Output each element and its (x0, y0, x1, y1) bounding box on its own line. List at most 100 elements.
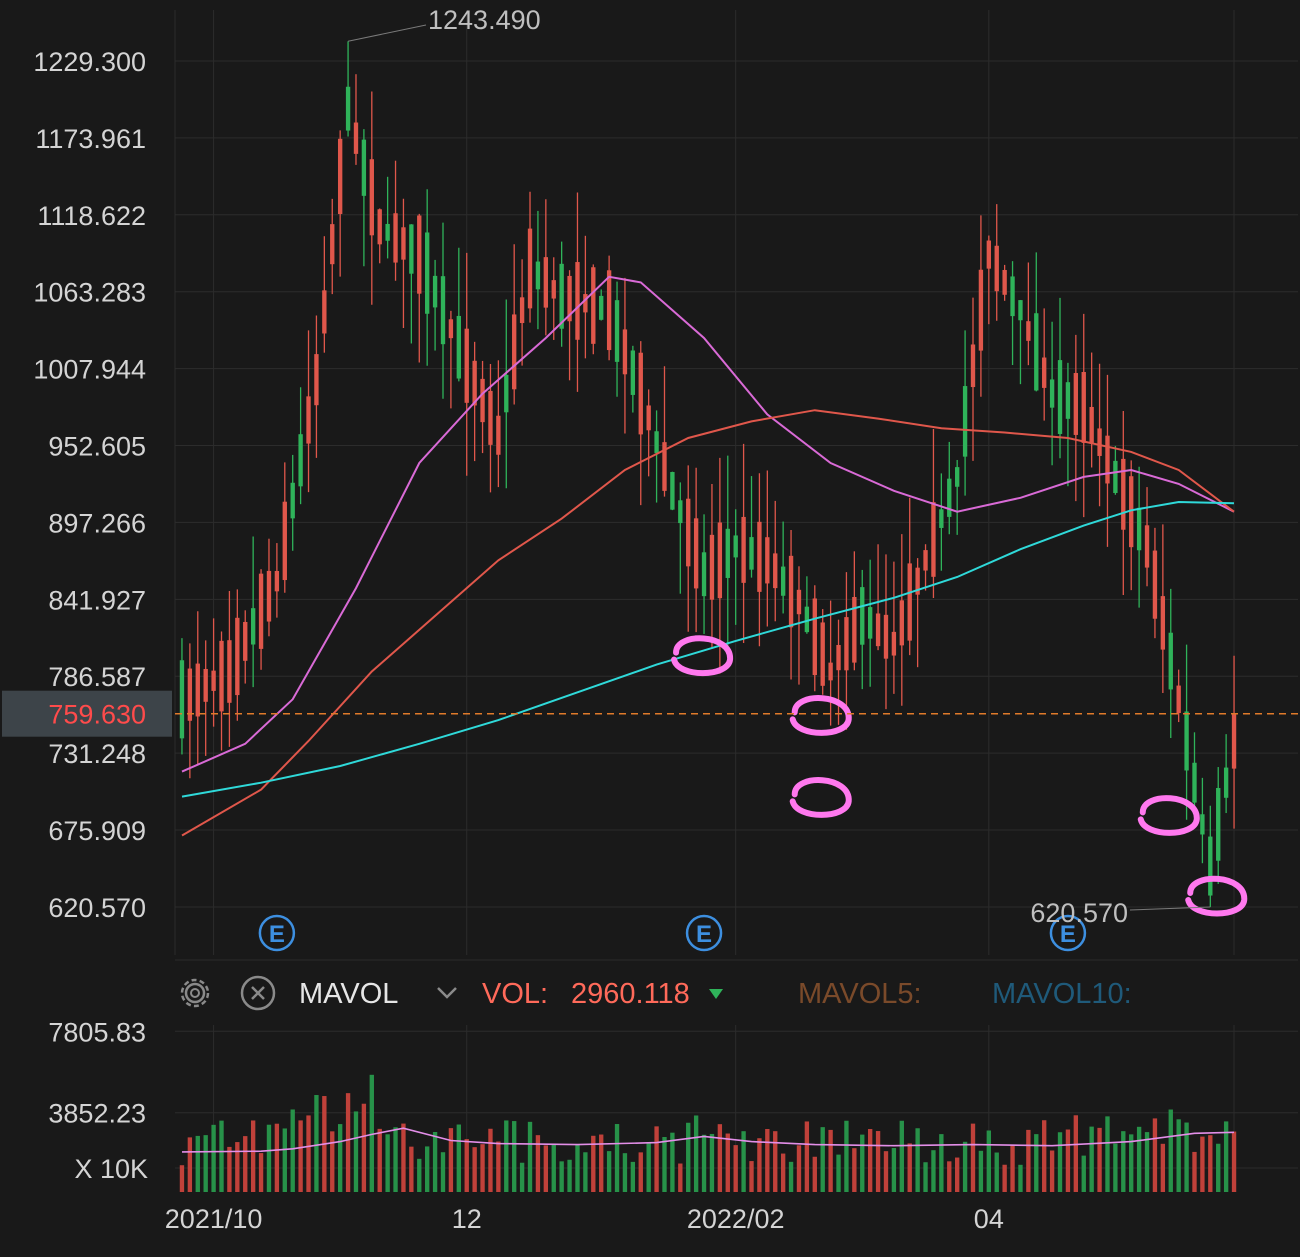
candle[interactable] (203, 640, 208, 756)
candle[interactable] (614, 281, 620, 397)
candle[interactable] (345, 41, 351, 137)
volume-bar[interactable] (654, 1126, 659, 1192)
volume-bar[interactable] (804, 1121, 810, 1192)
candle[interactable] (780, 521, 786, 614)
volume-bar[interactable] (733, 1145, 738, 1192)
volume-bar[interactable] (472, 1147, 477, 1192)
candle[interactable] (654, 410, 659, 503)
volume-bar[interactable] (867, 1129, 873, 1192)
candle[interactable] (448, 310, 454, 409)
volume-bar[interactable] (1216, 1143, 1221, 1192)
candle[interactable] (606, 255, 612, 361)
candle[interactable] (1113, 445, 1118, 495)
candle[interactable] (875, 544, 881, 651)
volume-bar[interactable] (614, 1124, 620, 1192)
volume-bar[interactable] (377, 1128, 382, 1192)
candle[interactable] (630, 345, 636, 413)
volume-bar[interactable] (1168, 1109, 1173, 1192)
volume-bar[interactable] (1144, 1132, 1150, 1192)
volume-bar[interactable] (361, 1103, 367, 1192)
candle[interactable] (931, 429, 936, 599)
candle[interactable] (915, 558, 920, 668)
volume-bar[interactable] (844, 1120, 849, 1192)
volume-bar[interactable] (662, 1137, 667, 1192)
candle[interactable] (907, 497, 912, 656)
candle[interactable] (836, 619, 841, 725)
volume-bar[interactable] (1223, 1121, 1229, 1192)
volume-bar[interactable] (1018, 1164, 1023, 1192)
candle[interactable] (1223, 734, 1229, 814)
volume-bar[interactable] (195, 1135, 200, 1192)
candle[interactable] (432, 259, 438, 351)
volume-bar[interactable] (1097, 1127, 1102, 1192)
candle[interactable] (757, 473, 762, 647)
candle[interactable] (860, 569, 865, 690)
candle[interactable] (1010, 261, 1015, 366)
candle[interactable] (243, 610, 248, 684)
close-icon[interactable] (240, 975, 276, 1011)
volume-bar[interactable] (923, 1162, 928, 1192)
candle[interactable] (1168, 588, 1173, 739)
candle[interactable] (686, 465, 691, 632)
volume-bar[interactable] (330, 1131, 335, 1192)
candle[interactable] (195, 611, 200, 766)
candle[interactable] (717, 457, 723, 674)
candle[interactable] (417, 213, 422, 363)
candle[interactable] (361, 129, 367, 267)
candlestick-series[interactable] (179, 41, 1237, 907)
candle[interactable] (330, 198, 335, 295)
candle[interactable] (1192, 732, 1197, 813)
candle[interactable] (250, 536, 256, 688)
candle[interactable] (638, 341, 643, 506)
candle[interactable] (258, 569, 264, 670)
candle[interactable] (1144, 487, 1150, 587)
volume-bar[interactable] (836, 1154, 841, 1192)
candle[interactable] (353, 74, 359, 165)
candle[interactable] (425, 189, 430, 366)
volume-bar[interactable] (812, 1156, 817, 1192)
candle[interactable] (955, 459, 960, 535)
volume-bar[interactable] (1010, 1144, 1015, 1192)
candle[interactable] (1026, 262, 1031, 366)
candle[interactable] (812, 585, 817, 692)
volume-bar[interactable] (512, 1121, 517, 1192)
volume-bar[interactable] (504, 1120, 509, 1192)
candle[interactable] (385, 176, 390, 259)
volume-bar[interactable] (1231, 1131, 1237, 1192)
volume-bar[interactable] (583, 1152, 588, 1192)
volume-bar[interactable] (852, 1148, 857, 1192)
candle[interactable] (1002, 264, 1007, 301)
volume-bar[interactable] (955, 1157, 960, 1192)
volume-bar[interactable] (345, 1093, 351, 1192)
candle[interactable] (409, 224, 414, 344)
volume-bar[interactable] (670, 1132, 675, 1192)
candle[interactable] (939, 473, 944, 571)
volume-bar[interactable] (258, 1153, 264, 1192)
chevron-down-icon[interactable] (437, 987, 457, 999)
volume-bar[interactable] (1105, 1116, 1110, 1192)
candle[interactable] (749, 476, 754, 578)
candle[interactable] (480, 360, 485, 454)
volume-bar[interactable] (448, 1128, 454, 1192)
candle[interactable] (298, 387, 303, 505)
volume-bar[interactable] (290, 1109, 295, 1192)
volume-bar[interactable] (741, 1131, 746, 1192)
candle[interactable] (583, 235, 588, 359)
candle[interactable] (464, 252, 469, 476)
candle[interactable] (962, 330, 968, 496)
candle[interactable] (187, 643, 193, 779)
volume-bar[interactable] (527, 1121, 533, 1192)
volume-bar[interactable] (1136, 1126, 1142, 1192)
volume-bar[interactable] (915, 1128, 920, 1192)
candle[interactable] (1089, 352, 1094, 468)
volume-bar[interactable] (709, 1133, 715, 1192)
candle[interactable] (1081, 313, 1086, 518)
candle[interactable] (559, 241, 564, 347)
candle[interactable] (290, 454, 295, 551)
candle[interactable] (496, 360, 501, 488)
candle[interactable] (1065, 362, 1071, 487)
candle[interactable] (575, 192, 580, 392)
volume-bar[interactable] (1034, 1134, 1039, 1192)
volume-bar[interactable] (274, 1123, 280, 1192)
